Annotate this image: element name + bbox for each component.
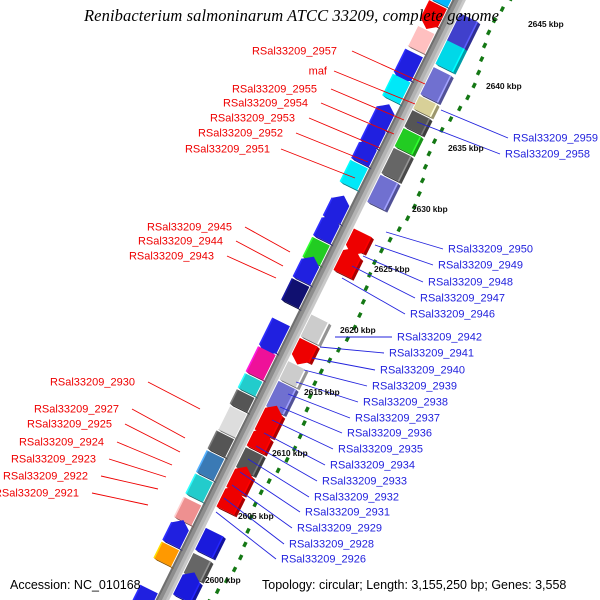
gene-label[interactable]: RSal33209_2932	[314, 491, 400, 504]
genome-axis-band	[155, 0, 466, 600]
gene-label[interactable]: RSal33209_2923	[10, 453, 96, 466]
gene-label[interactable]: RSal33209_2942	[397, 331, 483, 344]
gene-label[interactable]: RSal33209_2927	[33, 403, 119, 416]
gene-label[interactable]: RSal33209_2946	[410, 308, 496, 321]
gene-label[interactable]: RSal33209_2934	[330, 459, 416, 472]
gene-label[interactable]: RSal33209_2952	[197, 127, 283, 140]
gene-label[interactable]: RSal33209_2936	[347, 427, 433, 440]
label-leader-lines	[91, 50, 509, 560]
gene-label[interactable]: RSal33209_2944	[137, 235, 223, 248]
gene-label[interactable]: RSal33209_2951	[184, 143, 270, 156]
gene-label[interactable]: RSal33209_2953	[209, 112, 295, 125]
axis-tick-label: 2640 kbp	[486, 81, 522, 91]
gene-label[interactable]: RSal33209_2940	[380, 364, 466, 377]
gene-blocks-layer	[132, 0, 481, 600]
gene-label[interactable]: RSal33209_2955	[231, 83, 317, 96]
axis-tick-label: 2620 kbp	[340, 325, 376, 335]
topology-text: Topology: circular; Length: 3,155,250 bp…	[262, 578, 567, 592]
axis-tick-label: 2625 kbp	[374, 264, 410, 274]
gene-label[interactable]: RSal33209_2921	[0, 487, 79, 500]
gene-label[interactable]: RSal33209_2938	[363, 396, 449, 409]
gene-label[interactable]: RSal33209_2935	[338, 443, 424, 456]
gene-label[interactable]: RSal33209_2929	[297, 522, 383, 535]
gene-label[interactable]: RSal33209_2925	[26, 418, 112, 431]
gene-label[interactable]: RSal33209_2939	[372, 380, 458, 393]
gene-label[interactable]: RSal33209_2948	[428, 276, 514, 289]
axis-tick-label: 2635 kbp	[448, 143, 484, 153]
gene-label[interactable]: RSal33209_2926	[281, 553, 367, 566]
axis-tick-label: 2615 kbp	[304, 387, 340, 397]
gc-skew-dotted-track	[206, 0, 514, 600]
axis-tick-label: 2600 kbp	[205, 575, 241, 585]
gene-label[interactable]: RSal33209_2924	[18, 436, 104, 449]
gene-label[interactable]: RSal33209_2928	[289, 538, 375, 551]
gene-label[interactable]: RSal33209_2941	[389, 347, 475, 360]
gene-label[interactable]: RSal33209_2943	[128, 250, 214, 263]
axis-tick-label: 2630 kbp	[412, 204, 448, 214]
gene-label[interactable]: RSal33209_2930	[49, 376, 135, 389]
gene-label[interactable]: RSal33209_2954	[222, 97, 308, 110]
gene-label[interactable]: RSal33209_2957	[251, 45, 337, 58]
gene-label[interactable]: RSal33209_2959	[513, 132, 599, 145]
page-title: Renibacterium salmoninarum ATCC 33209, c…	[84, 6, 500, 25]
gene-label[interactable]: maf	[308, 65, 327, 78]
axis-tick-label: 2610 kbp	[272, 448, 308, 458]
gene-label[interactable]: RSal33209_2922	[2, 470, 88, 483]
axis-tick-label: 2605 kbp	[238, 511, 274, 521]
gene-label[interactable]: RSal33209_2949	[438, 259, 524, 272]
gene-label[interactable]: RSal33209_2958	[505, 148, 591, 161]
gene-label[interactable]: RSal33209_2950	[448, 243, 534, 256]
axis-tick-label: 2645 kbp	[528, 19, 564, 29]
accession-text: Accession: NC_010168	[10, 578, 141, 592]
gene-label[interactable]: RSal33209_2947	[420, 292, 506, 305]
gene-label[interactable]: RSal33209_2933	[322, 475, 408, 488]
gene-label[interactable]: RSal33209_2937	[355, 412, 441, 425]
gene-label[interactable]: RSal33209_2945	[146, 221, 232, 234]
gene-label[interactable]: RSal33209_2931	[305, 506, 391, 519]
